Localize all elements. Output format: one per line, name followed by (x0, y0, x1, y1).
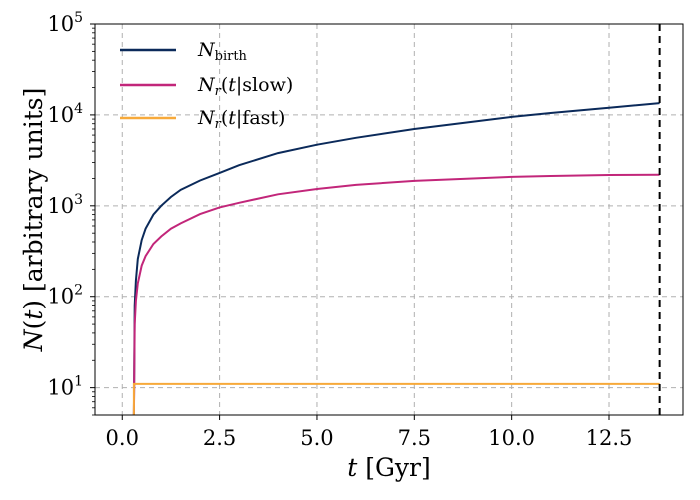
legend-label: Nbirth (197, 39, 248, 64)
series-line-0 (132, 102, 660, 416)
y-tick-label: 103 (47, 192, 83, 218)
series-line-1 (132, 173, 660, 416)
series-line-2 (132, 382, 660, 415)
x-tick-label: 10.0 (488, 426, 535, 450)
x-tick-label: 5.0 (300, 426, 333, 450)
legend-entry-nr-slow: Nr(t|slow) (120, 74, 293, 99)
grid (95, 23, 683, 415)
axis-ticks: 0.0 2.5 5.0 7.5 10.0 12.5 101 102 103 104 105 (47, 10, 632, 450)
legend-entry-nbirth: Nbirth (120, 39, 248, 64)
legend-entry-nr-fast: Nr(t|fast) (120, 107, 285, 132)
y-tick-label: 102 (47, 283, 83, 309)
x-tick-label: 2.5 (203, 426, 236, 450)
y-tick-label: 104 (47, 101, 83, 127)
y-tick-label: 101 (47, 374, 83, 400)
legend-label: Nr(t|fast) (197, 107, 285, 132)
series-group (132, 102, 660, 416)
legend-label: Nr(t|slow) (197, 74, 293, 99)
x-tick-label: 0.0 (106, 426, 139, 450)
x-tick-label: 7.5 (398, 426, 431, 450)
legend: Nbirth Nr(t|slow) Nr(t|fast) (120, 39, 293, 132)
plot-frame (94, 23, 684, 416)
x-axis-label: t [Gyr] (347, 453, 431, 482)
y-tick-label: 105 (47, 10, 83, 36)
y-axis-label: N(t) [arbitrary units] (19, 88, 48, 353)
x-tick-label: 12.5 (586, 426, 633, 450)
